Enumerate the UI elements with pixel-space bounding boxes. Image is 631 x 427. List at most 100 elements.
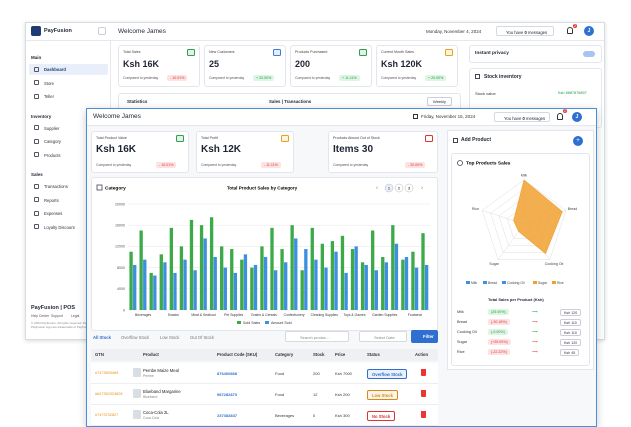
product-name: Pembe Maize Meal [143, 368, 179, 373]
column-header: Stock [313, 352, 325, 357]
footer-link[interactable]: Help Center [31, 314, 50, 318]
bar [290, 225, 294, 310]
avatar[interactable]: J [572, 112, 582, 122]
messages-count: 0 [524, 29, 527, 35]
card-icon [281, 135, 289, 142]
x-tick-label: Cleaning Supplies [311, 313, 339, 317]
statistics-label: Statistics [127, 99, 148, 104]
page-button[interactable] [384, 183, 394, 193]
footer-link[interactable]: Legal [71, 314, 80, 318]
bell[interactable] [567, 27, 573, 34]
stock-tab[interactable]: Low Stock [160, 335, 180, 340]
stock: 12 [313, 392, 318, 397]
bar [384, 262, 389, 310]
stock-tab[interactable]: All Stock [93, 335, 111, 340]
front-window: Welcome James Friday, November 15, 2024 Yo… [86, 108, 597, 427]
delete-icon[interactable] [421, 411, 426, 418]
nav-item[interactable]: Products [44, 152, 61, 158]
avatar[interactable]: J [584, 26, 594, 36]
card-change: - 10.01% [167, 75, 188, 81]
bar [374, 270, 378, 310]
add-product[interactable]: Add Product [461, 137, 491, 143]
collapse-icon[interactable] [98, 27, 106, 35]
card-label: Total Sales [123, 50, 141, 54]
card-compare: Compared to yesterday [123, 76, 159, 80]
category: Food [275, 392, 285, 397]
privacy-toggle[interactable] [583, 51, 595, 57]
bar [153, 275, 157, 310]
footer-link[interactable]: Support [51, 314, 63, 318]
bar [189, 219, 194, 310]
card-compare: Compared to yesterday [381, 76, 417, 80]
messages-pre: You have [504, 115, 523, 121]
bar [139, 230, 143, 310]
nav-item[interactable]: Teller [44, 94, 55, 99]
gtn: #647352323828 [95, 392, 123, 396]
product-value: Ksh 120 [560, 339, 582, 346]
nav-item[interactable]: Store [44, 80, 55, 86]
card-change: - 10.01% [156, 162, 177, 168]
product-name: Rice [457, 350, 465, 354]
bell[interactable] [557, 113, 563, 120]
bar [421, 233, 425, 310]
add-button[interactable]: + [573, 136, 583, 146]
stock: 200 [313, 371, 320, 376]
y-tick-label: 0 [123, 308, 125, 312]
card-compare: Compared to yesterday [333, 163, 369, 167]
column-header: Price [335, 352, 346, 357]
price: Ksh 300 [335, 413, 350, 418]
radar-axis-label: Rice [472, 207, 479, 211]
page-button[interactable] [404, 183, 414, 193]
card-label: Total Profit [201, 136, 218, 140]
bar [273, 270, 278, 310]
card-icon [445, 49, 453, 56]
card-label: Current Month Sales [381, 50, 414, 54]
nav-item[interactable]: Reports [44, 197, 59, 203]
search-box[interactable]: Search produc... [285, 331, 349, 342]
period-button[interactable]: Weekly [427, 97, 453, 106]
legend-label: Sugar [538, 281, 548, 285]
legend-swatch [466, 281, 470, 284]
table-row [91, 384, 438, 405]
messages: You have 0 messages [494, 112, 550, 122]
delete-icon[interactable] [421, 390, 426, 397]
x-tick-label: Garden Supplies [372, 313, 398, 317]
card-change: + 20.00% [253, 75, 275, 81]
copyright: © 2024 PayFusion. All rights reserved. P… [31, 321, 103, 329]
sales-table-title: Total Sales per Product (Ksh) [488, 297, 544, 302]
bar [129, 251, 133, 310]
radar-title: Top Products Sales [466, 161, 511, 167]
bar [424, 264, 429, 310]
status: No Stock [367, 411, 396, 421]
statistics-tabs[interactable]: Sales | Transactions [269, 99, 312, 104]
nav-item[interactable]: Expenses [44, 211, 63, 216]
bell-badge: 2 [563, 109, 567, 113]
stat-card: Total Sales Ksh 16K Compared to yesterday -… [118, 45, 200, 87]
nav-item[interactable]: Supplier [44, 125, 60, 131]
nav-item[interactable]: Transactions [44, 184, 68, 189]
stat-card: Products Almost Out of Stock Items 30 Comp… [328, 131, 438, 173]
stock-tab[interactable]: Out Of Stock [190, 335, 214, 340]
bar [243, 254, 248, 310]
filter-button[interactable]: Filter [411, 330, 438, 343]
trend-arrow: ⟶ [532, 309, 539, 314]
sidebar-heading: Inventory [31, 113, 52, 119]
bar [401, 259, 405, 310]
nav-icon [34, 66, 39, 72]
nav-item[interactable]: Dashboard [44, 67, 66, 72]
bar [163, 262, 167, 310]
nav-item[interactable]: Category [44, 139, 61, 144]
x-tick-label: Beverages [135, 313, 152, 317]
product-name: Cooking Oil [457, 330, 477, 334]
bar [169, 227, 174, 310]
x-tick-label: Pet Supplies [224, 313, 243, 317]
page-button[interactable] [394, 183, 404, 193]
nav-item[interactable]: Loyalty Discount [44, 224, 75, 230]
delete-icon[interactable] [421, 369, 426, 376]
messages-count: 0 [522, 115, 525, 121]
date-picker[interactable]: Select Date [359, 331, 407, 342]
bar [354, 246, 358, 310]
stock-tab[interactable]: Overflow Stock [121, 335, 150, 340]
legend-label: Cooking Oil [507, 281, 525, 285]
